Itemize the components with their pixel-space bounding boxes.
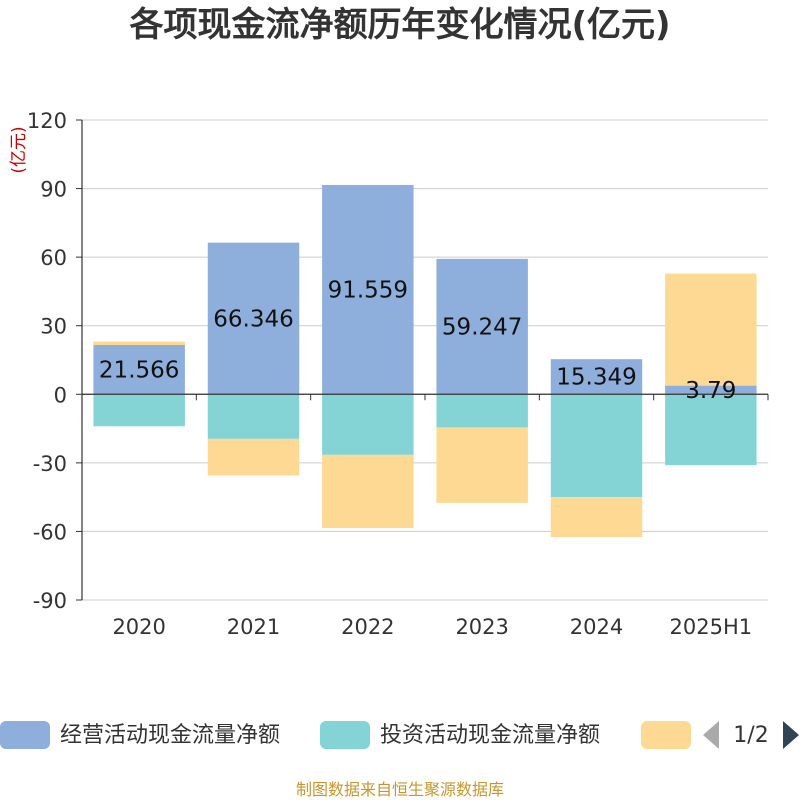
- bar-segment: [665, 385, 757, 395]
- y-tick-label: 30: [40, 315, 67, 339]
- y-tick-label: 120: [27, 109, 67, 133]
- y-tick-label: -90: [33, 589, 67, 613]
- legend-page-indicator: 1/2: [733, 723, 768, 748]
- bar-segment: [665, 394, 757, 466]
- x-tick-label: 2025H1: [670, 615, 753, 639]
- data-labels: 21.566 66.346 91.559 59.247 15.349 3.79: [99, 278, 737, 404]
- data-label: 66.346: [213, 306, 293, 332]
- bar-segment: [93, 341, 185, 345]
- legend-swatch: [641, 721, 691, 749]
- data-label: 15.349: [556, 365, 636, 391]
- legend: 经营活动现金流量净额 投资活动现金流量净额: [0, 721, 691, 749]
- legend-label: 经营活动现金流量净额: [60, 723, 280, 748]
- y-tick-label: 0: [54, 383, 67, 407]
- bar-segment: [93, 394, 185, 427]
- x-tick-label: 2024: [570, 615, 623, 639]
- bar-segment: [93, 344, 185, 395]
- y-tick-label: 60: [40, 246, 67, 270]
- legend-prev-button[interactable]: [703, 721, 719, 749]
- bar-segment: [550, 394, 643, 498]
- bar-segment: [550, 497, 643, 538]
- bar-segment: [207, 438, 300, 476]
- legend-label: 投资活动现金流量净额: [380, 723, 600, 748]
- bar-segment: [207, 394, 300, 439]
- data-label: 21.566: [99, 358, 179, 384]
- legend-swatch: [320, 721, 370, 749]
- data-label: 3.79: [685, 378, 736, 404]
- y-tick-label: -60: [33, 520, 67, 544]
- x-tick-label: 2022: [341, 615, 394, 639]
- bar-segment: [550, 359, 643, 395]
- y-tick-label: 90: [40, 178, 67, 202]
- x-tick-label: 2020: [112, 615, 165, 639]
- bar-segment: [436, 258, 528, 395]
- data-label: 59.247: [442, 315, 522, 341]
- bar-segment: [207, 242, 300, 395]
- bar-segment: [322, 394, 414, 455]
- bar-segment: [436, 427, 528, 503]
- bar-segment: [322, 454, 414, 528]
- x-tick-label: 2021: [227, 615, 280, 639]
- bar-segment: [436, 394, 528, 428]
- y-unit-label: (亿元): [9, 126, 29, 173]
- legend-swatch: [0, 721, 50, 749]
- chart-title: 各项现金流净额历年变化情况(亿元): [129, 5, 670, 45]
- bars: [93, 185, 757, 538]
- axes: 120 90 60 30 0 -30 -60 -90 2020 2021 2022 2023 2024 2…: [27, 109, 769, 639]
- source-note: 制图数据来自恒生聚源数据库: [296, 780, 504, 799]
- bar-segment: [322, 185, 414, 395]
- x-tick-label: 2023: [455, 615, 508, 639]
- bar-segment: [665, 273, 757, 386]
- legend-next-button[interactable]: [783, 721, 799, 749]
- y-tick-label: -30: [33, 452, 67, 476]
- data-label: 91.559: [328, 278, 408, 304]
